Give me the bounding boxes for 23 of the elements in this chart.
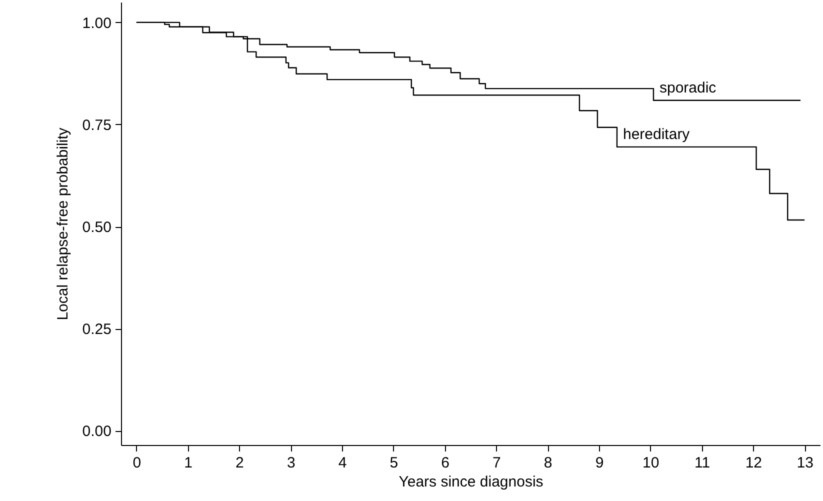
y-tick-label: 0.50 [82,219,112,236]
x-tick-label: 11 [694,454,710,472]
x-tick-label: 2 [236,454,244,472]
x-tick-label: 5 [390,454,398,472]
x-tick-label: 6 [441,454,450,472]
y-axis-title: Local relapse-free probability [54,127,72,320]
series-label: hereditary [622,126,690,143]
x-tick-label: 7 [492,454,501,472]
x-tick-label: 10 [642,454,660,472]
y-tick-label: 1.00 [82,14,112,32]
x-tick-label: 4 [338,454,347,472]
y-tick-label: 0.25 [82,321,112,338]
y-tick-label: 0.00 [82,423,112,440]
x-tick-label: 13 [796,454,814,472]
x-axis-title: Years since diagnosis [398,474,544,490]
x-tick-label: 0 [132,454,142,472]
x-tick-label: 1 [184,454,192,472]
x-tick-label: 9 [595,454,604,472]
x-tick-label: 12 [745,454,762,472]
x-tick-label: 8 [544,454,552,472]
y-tick-label: 0.75 [82,116,112,134]
x-tick-label: 3 [286,454,296,472]
series-label: sporadic [659,79,717,96]
